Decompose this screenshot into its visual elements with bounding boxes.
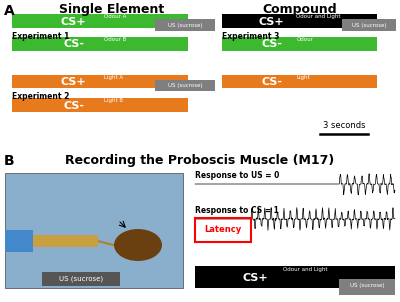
Bar [339,278,395,295]
Text: Light A: Light A [104,75,123,79]
Text: Odour and Light: Odour and Light [296,14,341,19]
Bar [8,235,98,247]
Text: US (sucrose): US (sucrose) [168,83,202,88]
Bar [222,75,377,88]
Text: Response to CS = 1: Response to CS = 1 [195,206,279,215]
Bar [12,75,188,88]
Text: Odour and Light: Odour and Light [283,268,328,272]
Text: CS+: CS+ [61,17,86,27]
Text: Experiment 2: Experiment 2 [12,92,69,101]
Bar [42,272,120,286]
Text: CS+: CS+ [259,17,284,27]
Text: CS-: CS- [261,77,282,87]
Bar [155,80,215,92]
Text: 3 seconds: 3 seconds [323,121,365,130]
Text: Odour A: Odour A [104,14,126,19]
Text: CS-: CS- [261,40,282,50]
Text: US (sucrose): US (sucrose) [59,276,103,282]
Text: Light: Light [296,75,310,79]
Bar [12,37,188,51]
Text: US (sucrose): US (sucrose) [350,283,384,288]
Text: Latency: Latency [204,226,242,234]
Text: CS-: CS- [63,101,84,111]
Text: A: A [4,4,15,18]
Text: Single Element: Single Element [59,3,165,16]
Ellipse shape [114,229,162,261]
FancyArrow shape [98,240,128,250]
Text: Odour B: Odour B [104,37,126,42]
Bar [342,19,396,31]
Bar [195,218,251,242]
Text: Odour: Odour [296,37,313,42]
Text: US (sucrose): US (sucrose) [168,23,202,28]
Bar [5,230,33,252]
Text: Response to US = 0: Response to US = 0 [195,171,279,180]
Bar [222,14,377,28]
Text: B: B [4,154,15,168]
Text: Experiment 1: Experiment 1 [12,32,69,41]
Bar [222,37,377,51]
Text: US (sucrose): US (sucrose) [352,23,386,28]
Text: CS+: CS+ [242,273,268,283]
Bar [12,14,188,28]
Bar [5,173,183,288]
Text: CS+: CS+ [61,77,86,87]
Bar [12,98,188,112]
Text: CS-: CS- [63,40,84,50]
Bar [195,266,395,288]
Text: Compound: Compound [263,3,337,16]
Text: Recording the Proboscis Muscle (M17): Recording the Proboscis Muscle (M17) [65,154,335,167]
Text: Light B: Light B [104,98,122,103]
Text: Experiment 3: Experiment 3 [222,32,279,41]
Bar [155,19,215,31]
